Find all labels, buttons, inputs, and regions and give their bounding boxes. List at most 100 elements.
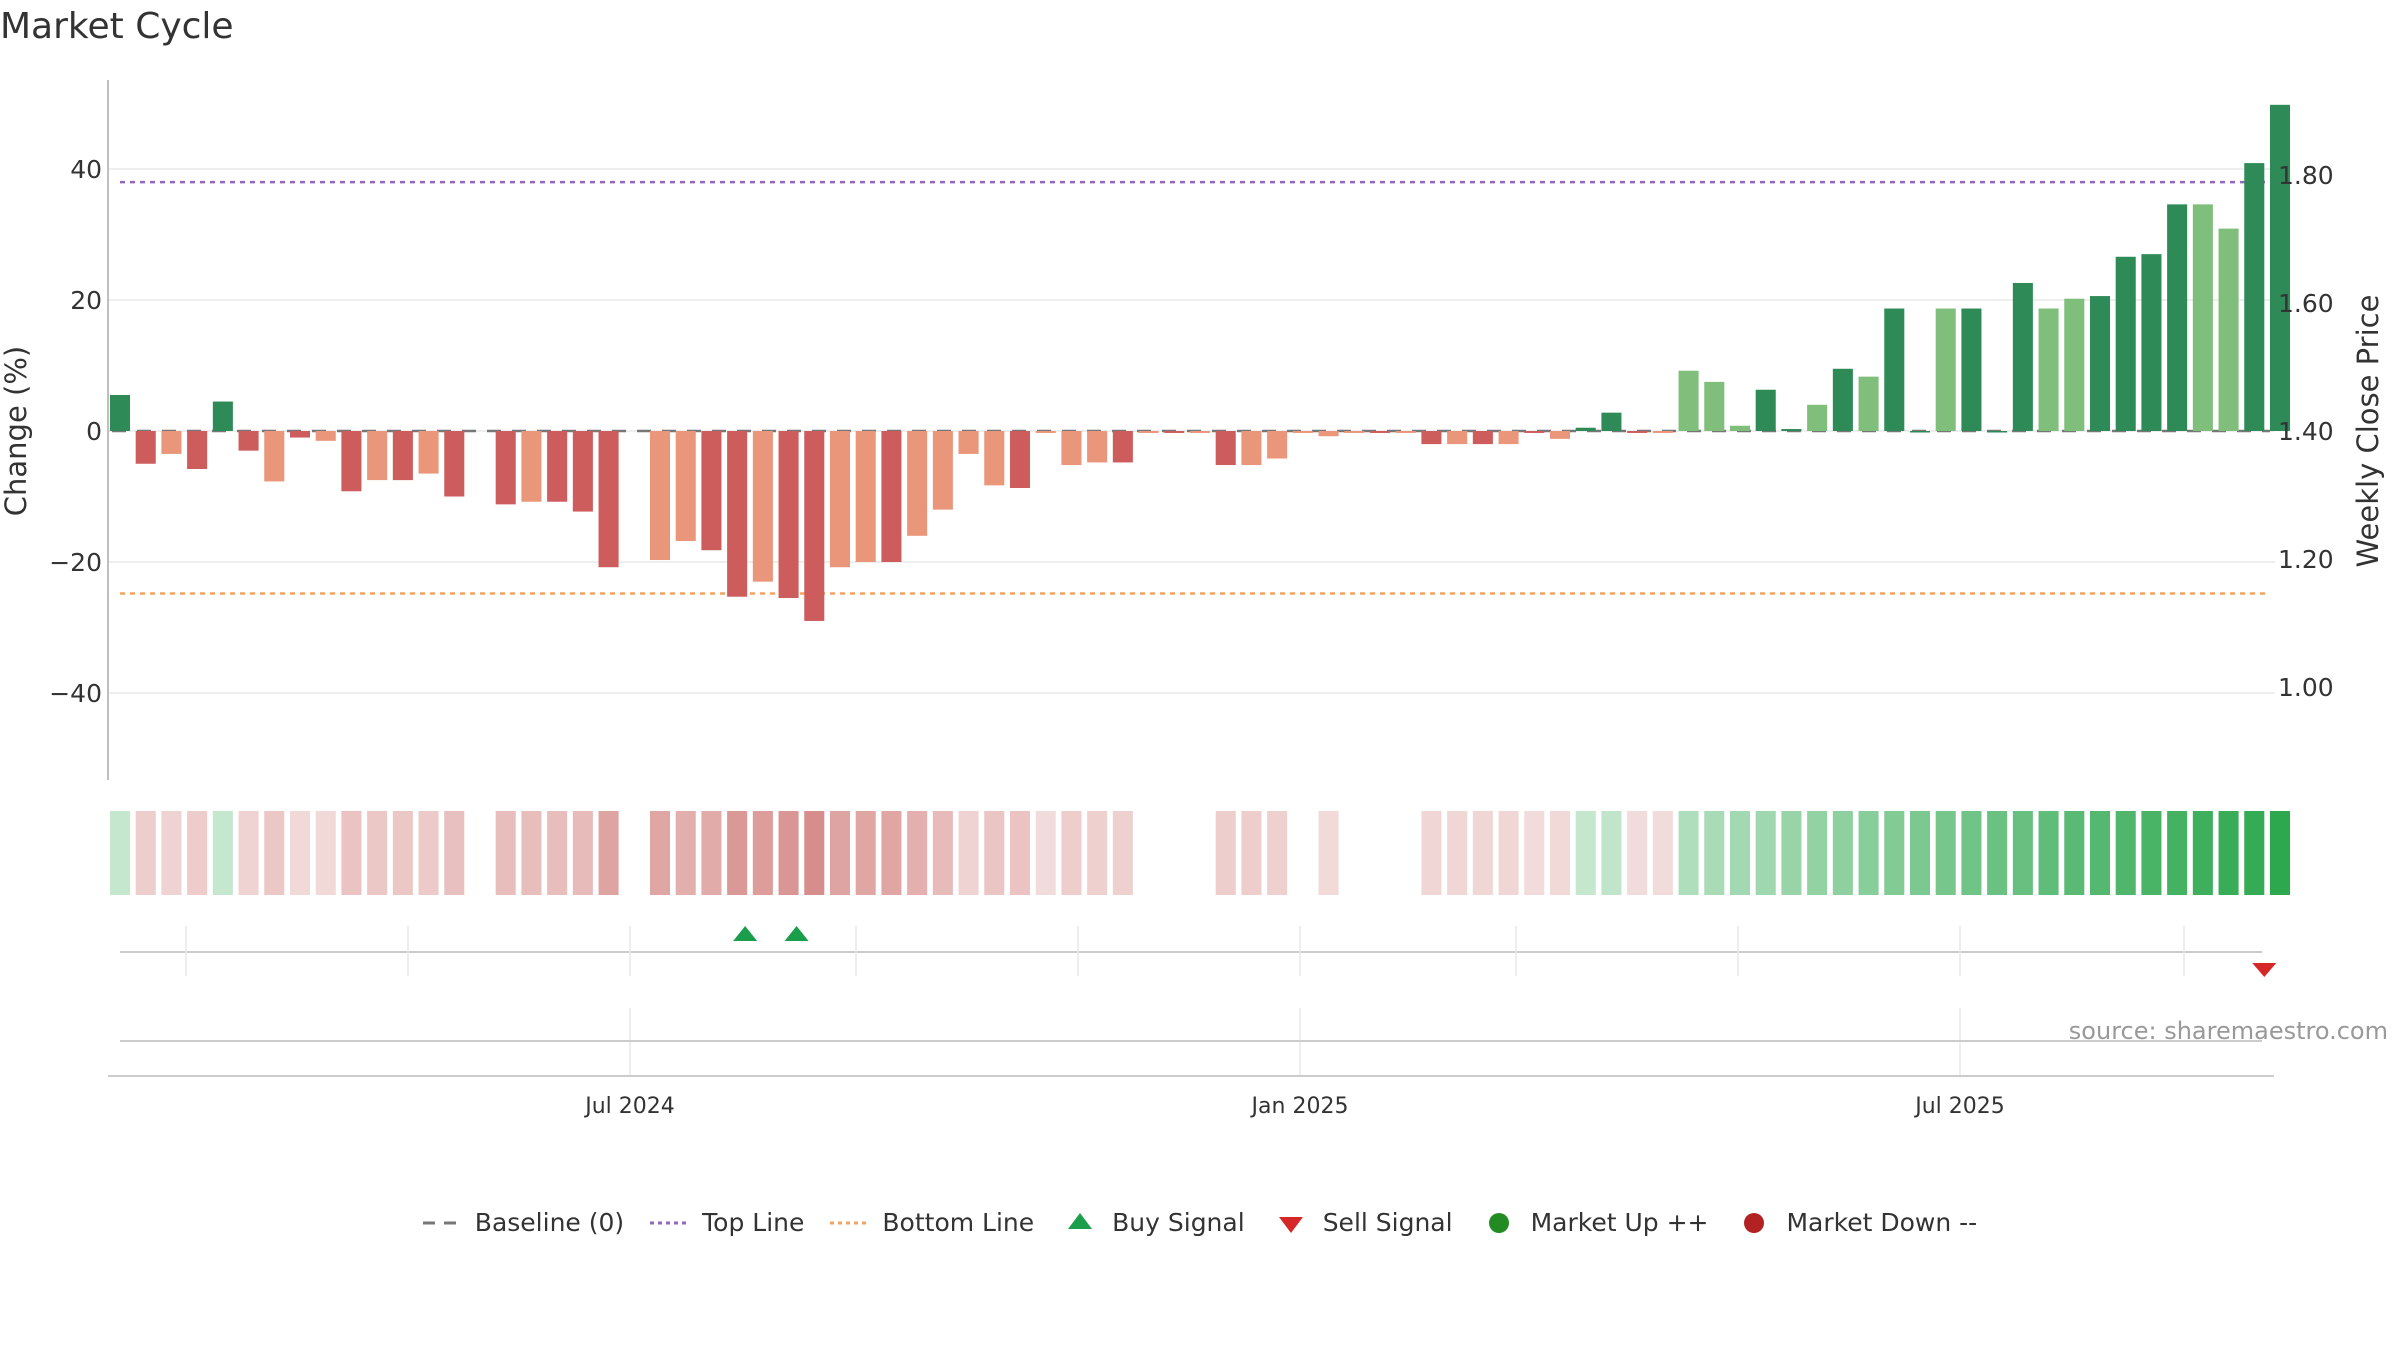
heat-cell [1472, 811, 1493, 895]
legend-bottom-line[interactable]: Bottom Line [830, 1208, 1034, 1237]
change-bar [701, 431, 722, 551]
heat-cell [984, 811, 1005, 895]
change-bar [2141, 254, 2162, 431]
y-right-axis-title: Weekly Close Price [2351, 295, 2385, 568]
change-bar [238, 431, 259, 451]
change-bars [109, 104, 2291, 621]
change-bar [392, 431, 413, 481]
heat-cell [2192, 811, 2213, 895]
heat-cell [2141, 811, 2162, 895]
change-bar [1164, 431, 1185, 433]
heat-cell [958, 811, 979, 895]
change-bar [1781, 429, 1802, 431]
heat-cell [392, 811, 413, 895]
legend-baseline[interactable]: Baseline (0) [422, 1208, 625, 1237]
heat-cell [1807, 811, 1828, 895]
change-bar [1035, 431, 1056, 433]
legend-sell-signal-label: Sell Signal [1322, 1208, 1453, 1237]
change-bar [1807, 404, 1828, 431]
change-bar [675, 431, 696, 542]
y-left-tick-label: −20 [49, 548, 102, 577]
y-right-tick-label: 1.20 [2278, 545, 2334, 574]
heat-cell [495, 811, 516, 895]
signal-panel [120, 926, 2277, 1042]
change-bar [1549, 431, 1571, 439]
change-bar [1344, 431, 1365, 433]
change-bar [881, 431, 902, 562]
y-right-tick-label: 1.60 [2278, 289, 2334, 318]
change-bar [649, 431, 671, 561]
change-bar [1652, 431, 1673, 433]
legend-top-line-swatch [650, 1211, 691, 1235]
heat-cell [1447, 811, 1468, 895]
change-bar [2218, 228, 2239, 431]
heat-cell [521, 811, 542, 895]
change-bar [1858, 376, 1879, 431]
change-bar [495, 431, 516, 505]
y-right-tick-label: 1.40 [2278, 417, 2334, 446]
heat-cell [212, 811, 233, 895]
legend-sell-signal[interactable]: Sell Signal [1271, 1208, 1453, 1237]
legend-buy-signal[interactable]: Buy Signal [1060, 1208, 1245, 1237]
market-cycle-chart: −40 −20 0 20 40 1.00 1.20 1.40 1.60 1.80 Change (%… [0, 80, 2385, 1119]
heat-cell [1575, 811, 1596, 895]
change-bar [984, 431, 1005, 486]
legend-market-down[interactable]: Market Down -- [1734, 1208, 1977, 1237]
change-bar [367, 431, 388, 481]
triangle-down-icon [1271, 1211, 1311, 1235]
heat-cell [1215, 811, 1236, 895]
change-bar [1909, 431, 1931, 433]
heat-cell [1832, 811, 1853, 895]
heat-cell [804, 811, 825, 895]
change-bar [572, 431, 593, 512]
circle-icon [1734, 1211, 1774, 1235]
heat-cell [1318, 811, 1339, 895]
change-bar [444, 431, 465, 497]
heat-cell [1061, 811, 1082, 895]
legend-market-up[interactable]: Market Up ++ [1479, 1208, 1709, 1237]
axes [107, 80, 2274, 1077]
heat-cell [2089, 811, 2111, 895]
change-bar [1472, 431, 1493, 445]
change-bar [289, 431, 311, 438]
heat-cell [649, 811, 671, 895]
heat-cell [1987, 811, 2008, 895]
heat-cell [367, 811, 388, 895]
heat-cell [701, 811, 722, 895]
axis-labels: −40 −20 0 20 40 1.00 1.20 1.40 1.60 1.80 Change (%… [0, 155, 2385, 1119]
heat-cell [161, 811, 182, 895]
change-bar [2038, 308, 2059, 431]
heat-cell [109, 811, 131, 895]
change-bar [2115, 256, 2136, 431]
heat-cell [1704, 811, 1725, 895]
change-bar [418, 431, 439, 474]
change-bar [958, 431, 979, 454]
heat-cell [778, 811, 799, 895]
triangle-up-icon [1060, 1211, 1100, 1235]
legend-market-up-label: Market Up ++ [1530, 1208, 1709, 1237]
heat-cell [855, 811, 876, 895]
legend-baseline-label: Baseline (0) [474, 1208, 625, 1237]
change-bar [1241, 431, 1262, 466]
x-tick-label: Jan 2025 [1250, 1094, 1349, 1119]
heat-cell [238, 811, 259, 895]
heat-cell [752, 811, 773, 895]
heat-cell [1781, 811, 1802, 895]
heat-cell [289, 811, 311, 895]
change-bar [1369, 431, 1391, 433]
sell-signal-marker [2252, 963, 2277, 977]
change-bar [187, 431, 208, 469]
legend-top-line[interactable]: Top Line [650, 1208, 804, 1237]
heat-cell [2244, 811, 2265, 895]
change-bar [2064, 298, 2085, 431]
change-bar [521, 431, 542, 502]
change-bar [1138, 431, 1159, 433]
change-bar [1009, 431, 1031, 488]
change-bar [932, 431, 953, 510]
change-bar [804, 431, 825, 621]
change-bar [907, 431, 928, 536]
change-bar [1421, 431, 1442, 445]
change-bar [2089, 296, 2111, 431]
change-bar [547, 431, 568, 502]
change-bar [829, 431, 851, 568]
